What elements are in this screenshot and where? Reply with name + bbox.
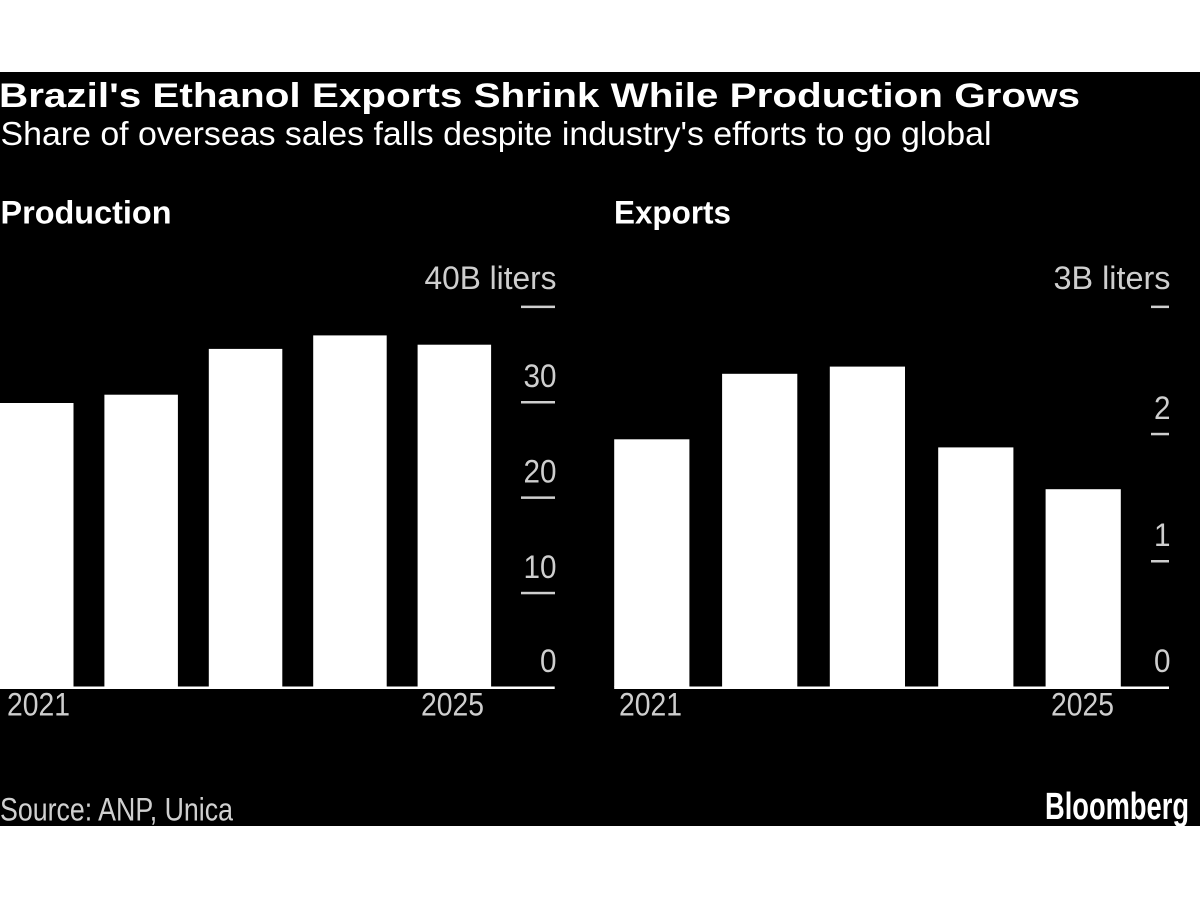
svg-text:Production: Production [1, 195, 172, 231]
svg-text:30: 30 [524, 358, 557, 394]
svg-text:0: 0 [1154, 643, 1171, 679]
svg-text:Bloomberg: Bloomberg [1045, 786, 1189, 826]
svg-text:Share of overseas sales falls: Share of overseas sales falls despite in… [1, 115, 992, 152]
svg-text:3B liters: 3B liters [1054, 260, 1171, 296]
svg-text:10: 10 [524, 549, 557, 585]
svg-text:0: 0 [540, 643, 557, 679]
svg-text:1: 1 [1154, 517, 1171, 553]
svg-text:Brazil's Ethanol Exports Shrin: Brazil's Ethanol Exports Shrink While Pr… [0, 77, 1080, 115]
svg-text:2021: 2021 [7, 686, 70, 722]
svg-text:2021: 2021 [619, 686, 682, 722]
svg-text:Source: ANP, Unica: Source: ANP, Unica [0, 791, 233, 826]
svg-text:Exports: Exports [614, 195, 731, 231]
svg-text:2: 2 [1154, 390, 1171, 426]
svg-text:20: 20 [524, 454, 557, 490]
svg-text:2025: 2025 [1051, 686, 1114, 722]
svg-text:40B liters: 40B liters [425, 260, 557, 296]
svg-text:2025: 2025 [421, 686, 484, 722]
